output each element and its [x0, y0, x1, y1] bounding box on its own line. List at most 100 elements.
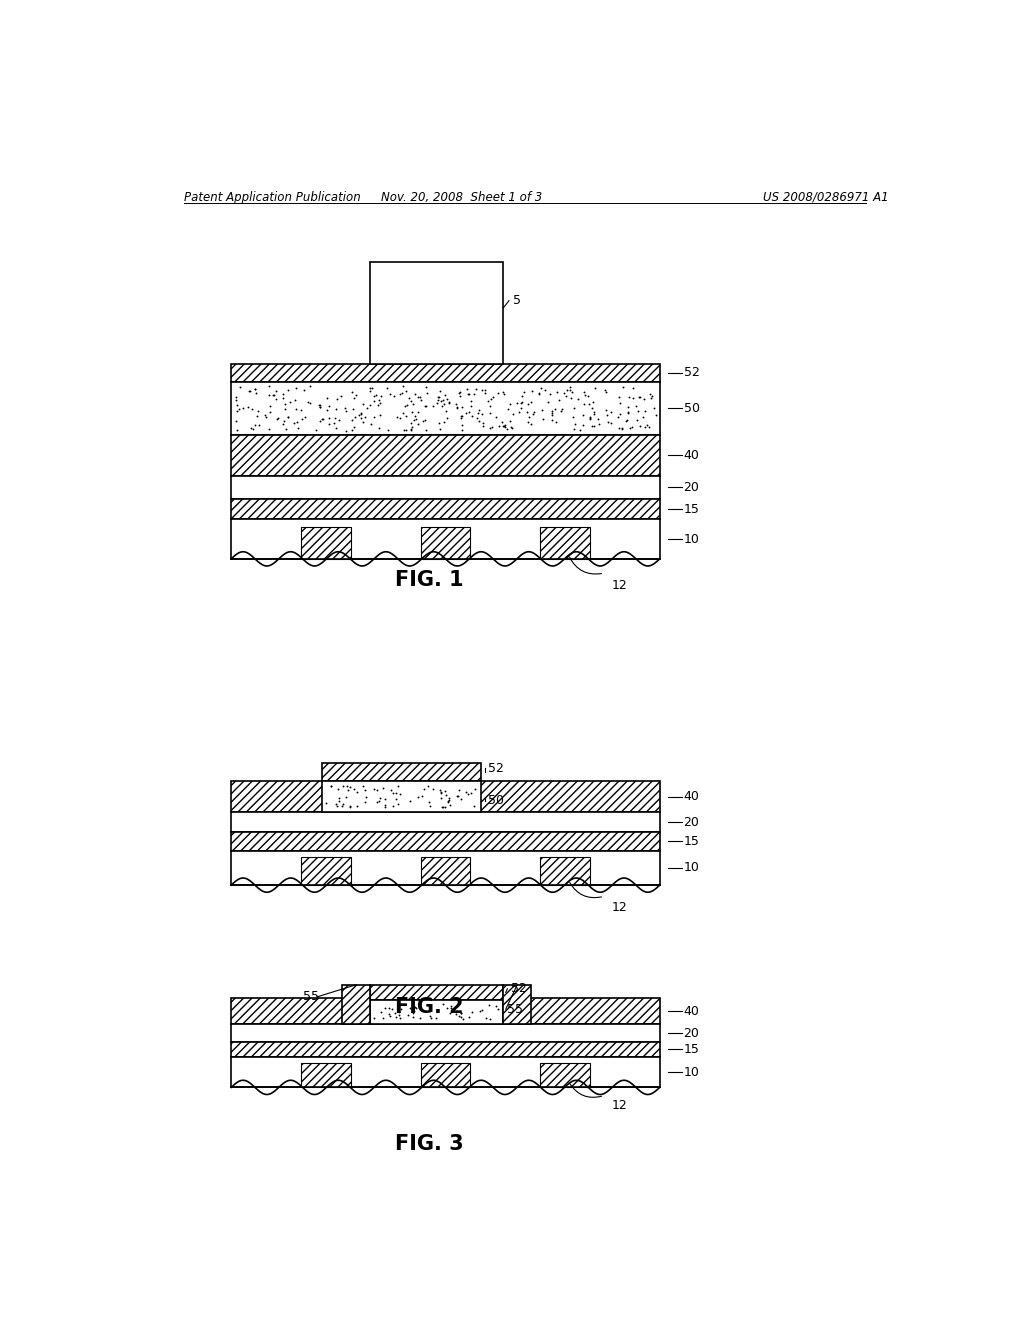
Point — [453, 1002, 469, 1023]
Point — [418, 396, 434, 417]
Point — [408, 409, 424, 430]
Point — [452, 780, 468, 801]
Point — [482, 403, 499, 424]
Point — [391, 383, 408, 404]
Point — [423, 1007, 439, 1028]
Point — [342, 796, 358, 817]
Point — [572, 420, 589, 441]
Point — [483, 417, 500, 438]
Point — [449, 785, 465, 807]
Point — [431, 412, 447, 433]
Point — [432, 780, 449, 801]
Bar — [370, 985, 504, 1001]
Point — [625, 416, 641, 437]
Point — [412, 1007, 428, 1028]
Point — [385, 783, 401, 804]
Point — [331, 787, 347, 808]
Point — [229, 400, 246, 421]
Point — [368, 384, 384, 405]
Point — [465, 383, 481, 404]
Point — [392, 408, 409, 429]
Point — [353, 408, 370, 429]
Point — [402, 389, 419, 411]
Point — [390, 776, 407, 797]
Point — [441, 789, 458, 810]
Point — [449, 1003, 465, 1024]
Point — [460, 783, 476, 804]
Point — [248, 383, 264, 404]
Point — [268, 381, 285, 403]
Point — [559, 380, 575, 401]
Point — [394, 376, 411, 397]
Point — [399, 395, 416, 416]
Point — [366, 407, 382, 428]
Point — [371, 395, 387, 416]
Point — [418, 420, 434, 441]
Point — [430, 387, 446, 408]
Point — [430, 389, 446, 411]
Point — [612, 404, 629, 425]
Bar — [541, 858, 590, 886]
Point — [432, 788, 449, 809]
Point — [503, 417, 519, 438]
Point — [550, 389, 566, 411]
Point — [552, 400, 568, 421]
Point — [461, 401, 477, 422]
Point — [250, 400, 266, 421]
Point — [584, 397, 600, 418]
Point — [297, 407, 313, 428]
Point — [353, 404, 370, 425]
Bar — [231, 850, 659, 886]
Point — [382, 383, 398, 404]
Point — [524, 404, 541, 425]
Point — [581, 393, 597, 414]
Point — [335, 793, 351, 814]
Point — [366, 779, 382, 800]
Point — [452, 385, 468, 407]
Point — [337, 787, 353, 808]
Point — [346, 388, 362, 409]
Point — [466, 796, 482, 817]
Point — [440, 392, 457, 413]
Point — [369, 791, 385, 812]
Point — [555, 383, 571, 404]
Point — [636, 388, 652, 409]
Text: 12: 12 — [612, 578, 628, 591]
Point — [474, 416, 490, 437]
Point — [489, 383, 506, 404]
Point — [500, 399, 516, 420]
Point — [451, 383, 467, 404]
Text: 40: 40 — [684, 791, 699, 803]
Point — [410, 387, 426, 408]
Point — [403, 418, 420, 440]
Point — [388, 783, 404, 804]
Point — [354, 776, 371, 797]
Point — [476, 379, 493, 400]
Point — [566, 413, 583, 434]
Point — [278, 418, 294, 440]
Point — [583, 408, 599, 429]
Point — [449, 393, 465, 414]
Point — [537, 379, 553, 400]
Point — [338, 420, 354, 441]
Point — [410, 401, 426, 422]
Point — [432, 380, 449, 401]
Point — [366, 1007, 382, 1028]
Point — [520, 412, 537, 433]
Point — [247, 379, 263, 400]
Point — [408, 997, 424, 1018]
Point — [458, 781, 474, 803]
Point — [519, 401, 536, 422]
Point — [268, 388, 285, 409]
Point — [369, 780, 385, 801]
Point — [458, 403, 474, 424]
Point — [569, 388, 586, 409]
Point — [586, 404, 602, 425]
Point — [381, 1005, 397, 1026]
Point — [349, 781, 366, 803]
Point — [482, 417, 499, 438]
Point — [449, 396, 465, 417]
Point — [499, 418, 515, 440]
Bar — [323, 763, 481, 781]
Point — [481, 395, 498, 416]
